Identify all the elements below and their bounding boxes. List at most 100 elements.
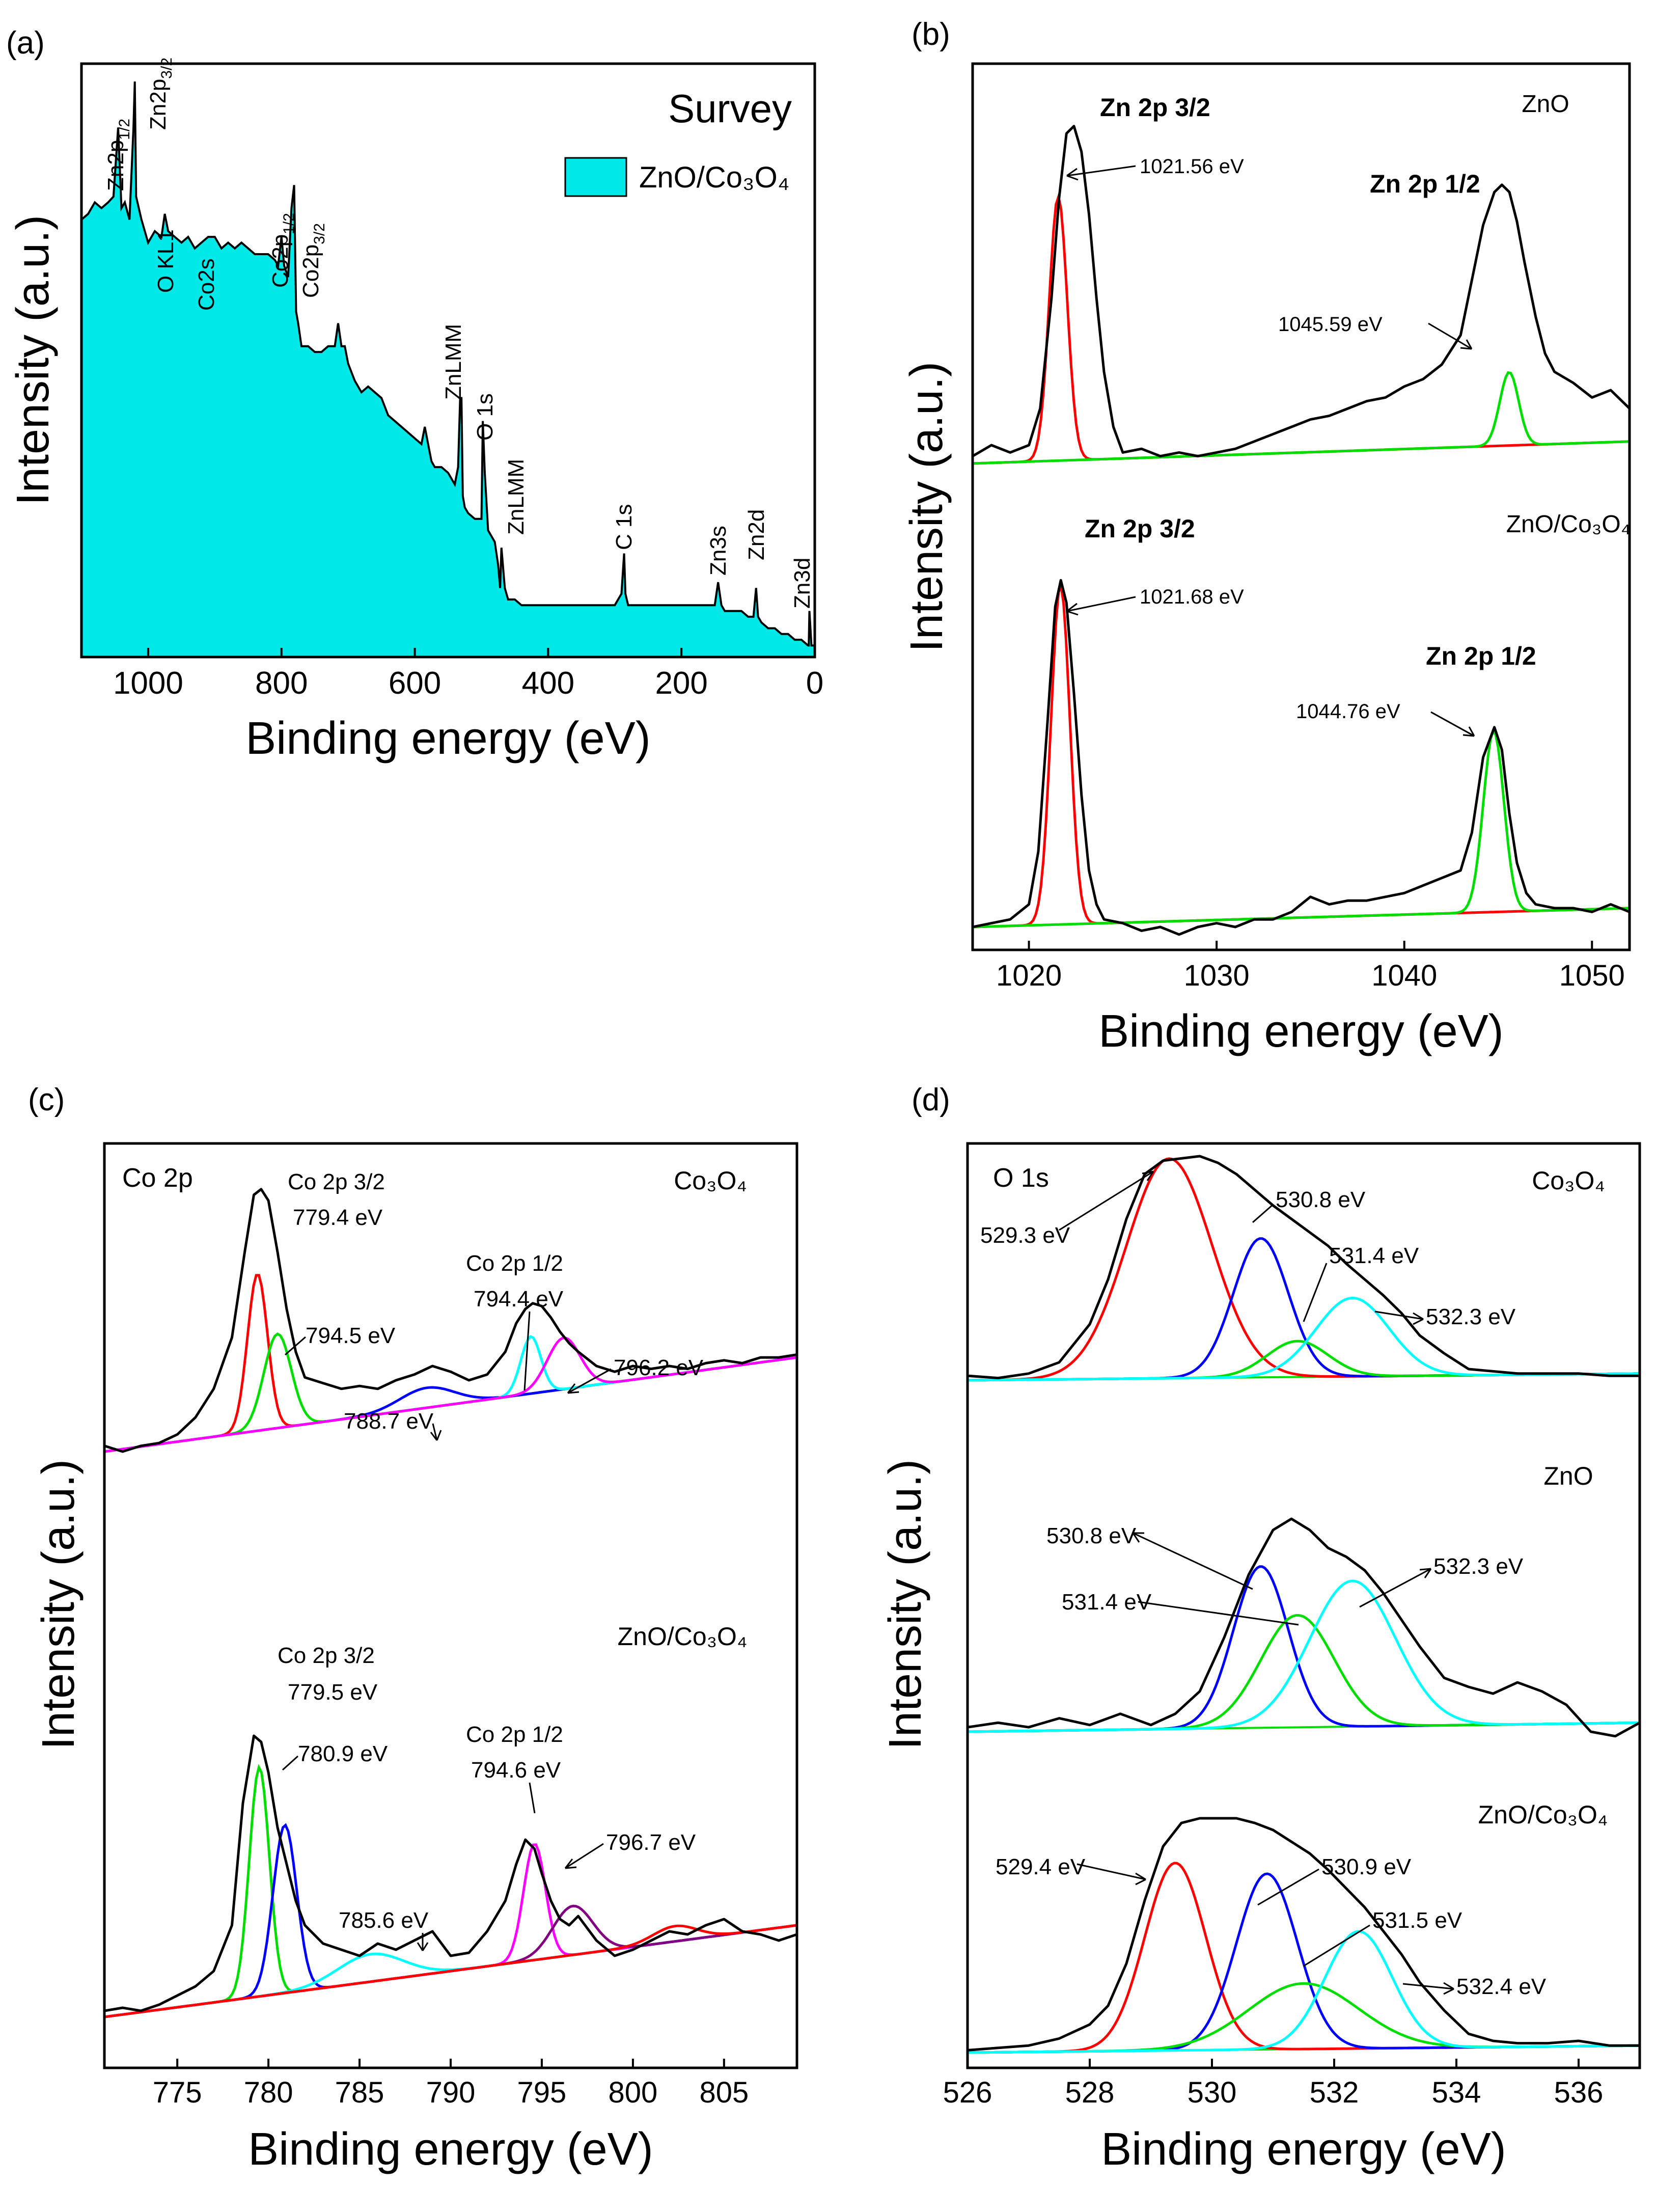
fit-component-red bbox=[973, 581, 1630, 929]
annot-c1-794: 794.6 eV bbox=[471, 1758, 561, 1783]
subplot-d-co3o4 bbox=[968, 1155, 1640, 1382]
subplot-d-composite bbox=[968, 1817, 1640, 2054]
annot-zn2d: Zn2d bbox=[744, 509, 769, 560]
annot-co2p32: Co2p3/2 bbox=[298, 223, 328, 298]
arrow-c0-794-4 bbox=[523, 1311, 531, 1391]
subplot-c-co3o4 bbox=[104, 1188, 797, 1453]
arrow-d2-529 bbox=[1077, 1863, 1146, 1886]
subplot-label-c-composite: ZnO/Co₃O₄ bbox=[618, 1622, 748, 1651]
raw-spectrum-line bbox=[968, 1517, 1640, 1738]
panel-label-b: (b) bbox=[912, 17, 950, 52]
x-axis-label-b: Binding energy (eV) bbox=[1098, 1006, 1503, 1057]
fit-component-cyan bbox=[968, 1930, 1640, 2054]
annotations-b-values: 1021.56 eV 1045.59 eV 1021.68 eV 1044.76… bbox=[1140, 155, 1400, 723]
annot-c0-779: 779.4 eV bbox=[293, 1205, 383, 1230]
fit-component-magenta bbox=[104, 1336, 797, 1453]
x-tick-label: 1050 bbox=[1559, 959, 1625, 992]
fit-component-blue bbox=[968, 1237, 1640, 1382]
annot-b0-zn2p12: Zn 2p 1/2 bbox=[1370, 170, 1480, 198]
fit-component-green bbox=[104, 1332, 797, 1453]
subplot-label-d-co3o4: Co₃O₄ bbox=[1532, 1166, 1605, 1195]
annot-b1-1021: 1021.68 eV bbox=[1140, 586, 1244, 608]
annot-c1-779: 779.5 eV bbox=[288, 1680, 378, 1705]
x-tick-label: 780 bbox=[244, 2076, 293, 2109]
annot-c0-796: 796.2 eV bbox=[614, 1355, 704, 1380]
x-tick-label: 528 bbox=[1065, 2076, 1115, 2109]
annot-o1s: O 1s bbox=[473, 393, 498, 441]
arrow-b0-1021 bbox=[1066, 165, 1136, 181]
annot-b1-zn2p32: Zn 2p 3/2 bbox=[1085, 514, 1195, 543]
annotations-c: Co 2p 3/2 779.4 eV 794.5 eV 788.7 eV Co … bbox=[278, 1169, 704, 1933]
fit-component-purple bbox=[104, 1904, 797, 2018]
chart-title-c: Co 2p bbox=[122, 1163, 193, 1193]
arrow-c0-794-5 bbox=[285, 1336, 306, 1356]
x-tick-label: 0 bbox=[806, 666, 823, 701]
arrow-c1-785 bbox=[417, 1933, 429, 1951]
arrow-b1-1021 bbox=[1066, 596, 1136, 616]
fit-component-blue bbox=[968, 1872, 1640, 2054]
arrow-d0-530 bbox=[1252, 1204, 1274, 1223]
annotations-b: Zn 2p 3/2 Zn 2p 1/2 Zn 2p 3/2 Zn 2p 1/2 bbox=[1085, 93, 1536, 670]
plot-frame-d bbox=[966, 1142, 1641, 2069]
arrows-c bbox=[282, 1311, 612, 1951]
fit-component-green bbox=[968, 1614, 1640, 1733]
annot-d1-532: 532.3 eV bbox=[1433, 1554, 1524, 1579]
arrow-c1-796 bbox=[564, 1843, 604, 1869]
arrows-b bbox=[1066, 165, 1475, 737]
fit-component-red bbox=[968, 1862, 1640, 2054]
x-tick-label: 600 bbox=[389, 666, 441, 701]
annot-d0-531: 531.4 eV bbox=[1329, 1243, 1419, 1268]
x-tick-label: 1030 bbox=[1184, 959, 1250, 992]
fit-component-green bbox=[973, 728, 1630, 929]
annot-b0-1021: 1021.56 eV bbox=[1140, 155, 1244, 178]
arrow-d1-532 bbox=[1359, 1568, 1432, 1608]
annot-zn3d: Zn3d bbox=[790, 558, 815, 609]
annot-c1-780: 780.9 eV bbox=[298, 1741, 388, 1766]
annot-zn2p12: Zn2p1/2 bbox=[103, 119, 133, 191]
x-tick-label: 530 bbox=[1188, 2076, 1237, 2109]
x-tick-label: 1000 bbox=[113, 666, 183, 701]
x-tick-label: 200 bbox=[655, 666, 707, 701]
annot-d0-530: 530.8 eV bbox=[1276, 1187, 1366, 1212]
panel-a: (a) 1000 800 600 400 200 0 Survey ZnO/Co₃O₄ B… bbox=[6, 25, 823, 764]
annot-d2-529: 529.4 eV bbox=[996, 1854, 1086, 1879]
panel-label-c: (c) bbox=[28, 1082, 65, 1117]
panel-label-a: (a) bbox=[6, 25, 45, 61]
raw-spectrum-line bbox=[968, 1817, 1640, 2052]
arrow-d0-529 bbox=[1059, 1170, 1154, 1231]
x-axis-ticks-a: 1000 800 600 400 200 0 bbox=[113, 648, 823, 701]
arrow-c0-788 bbox=[430, 1423, 442, 1441]
annot-c0-794-5: 794.5 eV bbox=[306, 1323, 396, 1348]
subplot-label-d-composite: ZnO/Co₃O₄ bbox=[1478, 1800, 1608, 1829]
x-tick-label: 800 bbox=[609, 2076, 658, 2109]
subplot-label-d-zno: ZnO bbox=[1543, 1462, 1593, 1490]
legend-label-a: ZnO/Co₃O₄ bbox=[639, 161, 789, 194]
x-tick-label: 805 bbox=[699, 2076, 749, 2109]
annot-b1-1044: 1044.76 eV bbox=[1296, 700, 1400, 723]
x-axis-label-d: Binding energy (eV) bbox=[1101, 2124, 1506, 2175]
annot-zn2p32: Zn2p3/2 bbox=[146, 58, 175, 130]
panel-label-d: (d) bbox=[912, 1082, 950, 1117]
x-axis-ticks-b: 1020 1030 1040 1050 bbox=[996, 941, 1625, 992]
x-tick-label: 536 bbox=[1554, 2076, 1604, 2109]
panel-d: (d) 526 528 530 532 534 536 Binding energy (e… bbox=[880, 1082, 1641, 2175]
x-axis-label-c: Binding energy (eV) bbox=[248, 2124, 653, 2175]
arrow-b1-1044 bbox=[1430, 711, 1475, 737]
fit-component-green bbox=[104, 1764, 797, 2018]
arrow-c1-780 bbox=[282, 1755, 299, 1771]
annotations-d: 529.3 eV 530.8 eV 531.4 eV 532.3 eV 530.… bbox=[980, 1187, 1547, 1999]
raw-spectrum-line bbox=[968, 1155, 1640, 1380]
raw-spectrum-line bbox=[104, 1188, 797, 1453]
fit-component-red bbox=[104, 1924, 797, 2018]
subplot-d-zno bbox=[968, 1517, 1640, 1738]
arrow-d1-531 bbox=[1138, 1601, 1299, 1626]
annot-d2-532: 532.4 eV bbox=[1456, 1974, 1547, 1999]
arrow-d2-530 bbox=[1257, 1868, 1319, 1906]
annot-zn3s: Zn3s bbox=[706, 526, 731, 576]
raw-spectrum-line bbox=[104, 1734, 797, 2012]
fit-component-cyan bbox=[968, 1296, 1640, 1382]
annot-znlmm-1: ZnLMM bbox=[441, 324, 466, 400]
x-tick-label: 526 bbox=[943, 2076, 992, 2109]
x-axis-label-a: Binding energy (eV) bbox=[245, 713, 650, 764]
